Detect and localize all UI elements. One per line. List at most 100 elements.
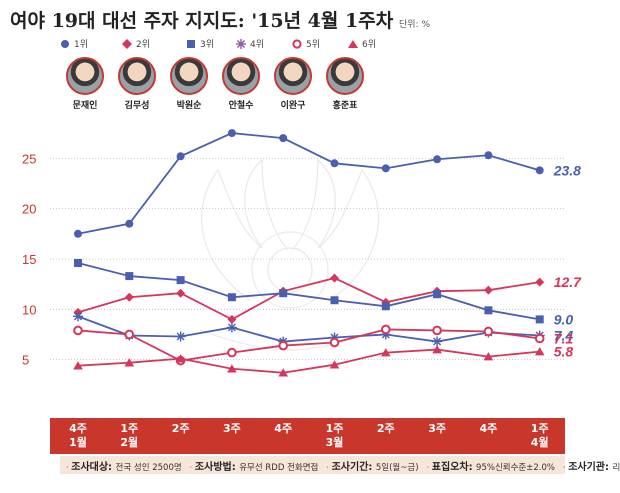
chart-title: 여야 19대 대선 주자 지지도: '15년 4월 1주차	[10, 10, 394, 32]
avatar	[222, 57, 260, 95]
end-value-label: 7.4	[554, 327, 574, 343]
data-point	[535, 277, 545, 287]
candidate: 문재인	[60, 57, 110, 113]
legend-item-2: 2위	[122, 37, 150, 50]
bullet-icon: ·	[66, 462, 69, 472]
data-point	[125, 272, 134, 281]
data-point	[176, 152, 185, 161]
bullet-icon: ·	[562, 462, 566, 472]
footer-value: 유무선 RDD 전화면접	[239, 462, 319, 473]
data-point	[74, 258, 82, 267]
data-point	[484, 306, 493, 315]
legend: 1위 2위 3위 4위 5위 6위	[60, 37, 490, 53]
data-point	[124, 329, 135, 340]
footer-value: 5일(월~금)	[375, 462, 419, 473]
data-point	[432, 325, 442, 336]
series-6위	[73, 345, 545, 377]
footer-key: 조사방법:	[194, 461, 240, 473]
data-point	[330, 159, 339, 168]
candidate-name: 안철수	[228, 101, 254, 111]
footer-value: 95%신뢰수준±2.0%	[476, 462, 555, 473]
data-point	[329, 337, 340, 348]
candidate-name: 박원순	[176, 101, 202, 111]
x-tick-label: 4주 1월	[69, 422, 87, 449]
avatar	[66, 57, 104, 95]
end-value-label: 5.8	[554, 344, 574, 360]
series-line	[77, 348, 540, 374]
triangle-marker-icon	[348, 39, 358, 48]
data-point	[381, 348, 391, 357]
end-value-label: 23.8	[553, 162, 581, 178]
data-point	[330, 296, 339, 305]
series-line	[77, 328, 540, 362]
avatar	[170, 57, 208, 95]
x-tick-label: 1주 4월	[530, 422, 549, 449]
footer-item: · 조사기관: 리얼미터	[563, 458, 620, 473]
footer-key: 조사기간:	[331, 461, 376, 473]
avatar	[274, 57, 312, 95]
data-point	[433, 290, 442, 299]
legend-item-5: 5위	[292, 37, 320, 50]
data-point	[330, 273, 339, 283]
x-tick-label: 2주	[376, 422, 395, 435]
end-labels: 23.8 12.7 9.07.47.15.8	[553, 162, 582, 359]
unit-label: 단위: %	[399, 20, 431, 30]
candidate-name: 이완구	[280, 101, 306, 111]
data-point	[534, 333, 545, 344]
bullet-icon: ·	[326, 462, 329, 472]
footer-item: · 조사방법: 유무선 RDD 전화면접	[190, 458, 319, 473]
data-point	[534, 347, 545, 356]
x-tick-label: 4주	[274, 422, 293, 435]
bullet-icon: ·	[426, 462, 430, 472]
grid-lines	[50, 157, 565, 361]
data-point	[74, 229, 82, 238]
y-tick-label: 25	[22, 151, 36, 166]
legend-item-3: 3위	[186, 37, 214, 50]
y-tick-label: 15	[22, 252, 36, 267]
open-circle-marker-icon	[292, 38, 302, 49]
series-3위	[74, 258, 544, 324]
x-tick-label: 3주	[223, 422, 241, 435]
data-point	[535, 166, 544, 175]
data-point	[73, 361, 83, 370]
footer-key: 표집오차:	[431, 461, 477, 473]
legend-item-6: 6위	[348, 37, 376, 50]
square-marker-icon	[187, 39, 195, 48]
footer-value: 전국 성인 2500명	[115, 462, 182, 473]
legend-label: 6위	[362, 40, 377, 50]
data-point	[73, 325, 83, 336]
phoenix-emblem-watermark	[199, 158, 381, 351]
series-line	[77, 262, 540, 321]
data-point	[124, 292, 134, 302]
x-tick-label: 4주	[479, 422, 498, 435]
legend-label: 4위	[250, 40, 265, 50]
x-tick-label: 2주	[171, 422, 190, 435]
data-point	[176, 288, 186, 298]
end-value-label: 12.7	[554, 274, 582, 290]
data-point	[73, 311, 83, 322]
legend-label: 5위	[306, 40, 321, 50]
candidate: 박원순	[164, 57, 214, 113]
data-point	[484, 151, 493, 160]
x-axis-band: 4주 1월 1주 2월 2주 3주 4주 1주 3월 2주 3주 4주 1주 4월	[50, 418, 565, 454]
candidate: 홍준표	[320, 57, 370, 113]
data-point	[227, 347, 237, 358]
data-point	[381, 302, 390, 311]
series-line	[77, 132, 540, 235]
circle-marker-icon	[61, 39, 69, 48]
diamond-marker-icon	[122, 38, 132, 49]
y-axis: 5 10 15 20 25	[22, 151, 36, 367]
candidate: 이완구	[268, 57, 318, 113]
data-point	[124, 358, 135, 367]
data-point	[433, 155, 442, 164]
data-point	[278, 368, 288, 377]
legend-label: 1위	[74, 40, 89, 50]
avatar	[326, 57, 364, 95]
data-point	[381, 324, 391, 335]
series-5위	[73, 324, 545, 366]
legend-label: 3위	[200, 40, 215, 50]
avatar	[118, 57, 156, 95]
data-point	[175, 354, 186, 363]
survey-info-footer: · 조사대상: 전국 성인 2500명 · 조사방법: 유무선 RDD 전화면접 ·…	[60, 456, 620, 474]
